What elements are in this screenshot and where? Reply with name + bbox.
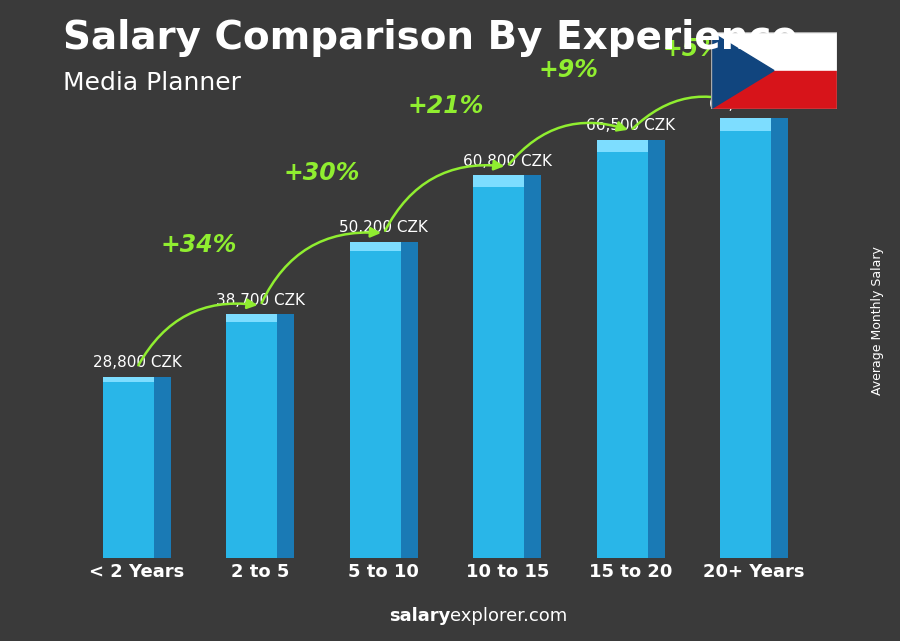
FancyBboxPatch shape	[277, 314, 294, 558]
FancyBboxPatch shape	[227, 314, 277, 322]
Text: +21%: +21%	[408, 94, 483, 118]
Text: Average Monthly Salary: Average Monthly Salary	[871, 246, 884, 395]
FancyBboxPatch shape	[154, 376, 171, 558]
Text: +9%: +9%	[539, 58, 599, 82]
Polygon shape	[711, 32, 774, 109]
FancyBboxPatch shape	[104, 376, 154, 558]
Text: 66,500 CZK: 66,500 CZK	[586, 118, 675, 133]
Bar	[711, 32, 837, 71]
FancyBboxPatch shape	[720, 118, 771, 131]
FancyBboxPatch shape	[104, 376, 154, 382]
FancyBboxPatch shape	[597, 140, 647, 152]
FancyBboxPatch shape	[473, 176, 524, 558]
Text: 60,800 CZK: 60,800 CZK	[463, 154, 552, 169]
Text: 38,700 CZK: 38,700 CZK	[216, 293, 305, 308]
FancyBboxPatch shape	[647, 140, 664, 558]
FancyBboxPatch shape	[400, 242, 418, 558]
FancyBboxPatch shape	[350, 242, 400, 558]
Text: +34%: +34%	[160, 233, 237, 257]
Bar	[711, 71, 837, 109]
Text: Salary Comparison By Experience: Salary Comparison By Experience	[63, 19, 797, 57]
Text: 28,800 CZK: 28,800 CZK	[93, 355, 182, 370]
Text: +30%: +30%	[284, 161, 360, 185]
FancyBboxPatch shape	[597, 140, 647, 558]
Text: 69,900 CZK: 69,900 CZK	[709, 97, 798, 112]
Text: Media Planner: Media Planner	[63, 71, 241, 94]
FancyBboxPatch shape	[524, 176, 541, 558]
Text: explorer.com: explorer.com	[450, 607, 567, 625]
FancyBboxPatch shape	[350, 242, 400, 251]
FancyBboxPatch shape	[227, 314, 277, 558]
FancyBboxPatch shape	[473, 176, 524, 187]
Text: +5%: +5%	[662, 37, 722, 61]
FancyBboxPatch shape	[720, 118, 771, 558]
FancyBboxPatch shape	[771, 118, 788, 558]
Text: salary: salary	[389, 607, 450, 625]
Text: 50,200 CZK: 50,200 CZK	[339, 221, 428, 235]
